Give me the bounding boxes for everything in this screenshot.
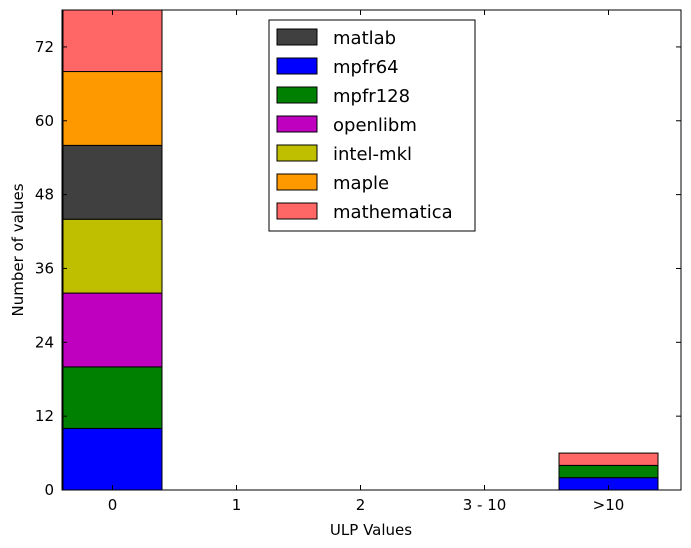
legend-swatch-openlibm <box>276 115 318 133</box>
bars-layer <box>62 9 659 491</box>
legend-swatch-intel-mkl <box>276 144 318 162</box>
y-tick-label: 0 <box>44 481 54 499</box>
legend-label-matlab: matlab <box>333 28 396 49</box>
legend-swatch-mpfr128 <box>276 86 318 104</box>
legend-swatch-mathematica <box>276 202 318 220</box>
bar-segment-maple-0 <box>62 71 163 146</box>
y-tick-label: 72 <box>35 38 54 56</box>
legend-label-mpfr64: mpfr64 <box>333 57 399 78</box>
y-tick-label: 48 <box>35 186 54 204</box>
bar-segment-mathematica-0 <box>62 9 163 73</box>
legend-label-mathematica: mathematica <box>333 202 453 223</box>
x-tick-label: 0 <box>108 496 118 514</box>
y-axis-label: Number of values <box>9 183 27 316</box>
bar-segment-mpfr128-4 <box>558 464 659 479</box>
bar-segment-openlibm-0 <box>62 292 163 368</box>
legend-label-maple: maple <box>333 173 389 194</box>
x-tick-label: 2 <box>356 496 366 514</box>
legend-swatch-maple <box>276 173 318 191</box>
y-tick-label: 60 <box>35 112 54 130</box>
legend-swatch-mpfr64 <box>276 57 318 75</box>
x-axis-label: ULP Values <box>330 521 412 539</box>
x-tick-label: >10 <box>593 496 625 514</box>
bar-segment-mpfr64-0 <box>62 427 163 491</box>
legend-swatch-matlab <box>276 28 318 46</box>
legend-label-openlibm: openlibm <box>333 115 417 136</box>
legend-label-intel-mkl: intel-mkl <box>333 144 412 165</box>
legend: matlab mpfr64 mpfr128 openlibm intel-mkl mapl… <box>268 19 476 232</box>
plot-frame <box>61 9 682 491</box>
y-tick-label: 36 <box>35 259 54 277</box>
x-tick-label: 1 <box>232 496 242 514</box>
legend-label-mpfr128: mpfr128 <box>333 86 410 107</box>
bar-segment-mathematica-4 <box>558 452 659 466</box>
y-tick-label: 12 <box>35 407 54 425</box>
x-tick-label: 3 - 10 <box>463 496 507 514</box>
bar-segment-mpfr128-0 <box>62 366 163 429</box>
y-tick-label: 24 <box>35 333 54 351</box>
bar-segment-matlab-0 <box>62 144 163 220</box>
bar-segment-intel-mkl-0 <box>62 218 163 294</box>
